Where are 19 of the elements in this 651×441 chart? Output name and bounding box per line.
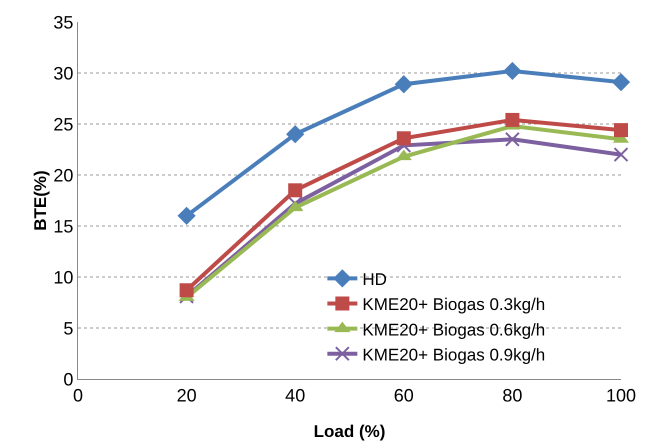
- x-tick-label: 40: [285, 386, 306, 406]
- x-tick-label: 80: [502, 386, 522, 406]
- y-axis-title: BTE(%): [30, 170, 50, 231]
- x-tick-label: 60: [394, 386, 414, 406]
- x-tick-label: 20: [176, 386, 197, 406]
- y-tick-label: 25: [53, 114, 74, 134]
- y-tick-label: 10: [53, 267, 74, 288]
- y-tick-label: 5: [63, 318, 74, 338]
- y-tick-label: 35: [53, 12, 74, 32]
- legend-label: KME20+ Biogas 0.6kg/h: [362, 320, 546, 340]
- y-tick-label: 15: [53, 216, 74, 236]
- y-tick-label: 20: [53, 165, 74, 186]
- legend-label: KME20+ Biogas 0.3kg/h: [362, 295, 546, 314]
- y-tick-label: 30: [53, 63, 74, 84]
- legend-label: HD: [362, 270, 387, 290]
- legend-label: KME20+ Biogas 0.9kg/h: [362, 345, 546, 364]
- x-axis-title: Load (%): [314, 422, 386, 441]
- y-tick-label: 0: [63, 369, 74, 390]
- x-tick-label: 100: [606, 386, 636, 406]
